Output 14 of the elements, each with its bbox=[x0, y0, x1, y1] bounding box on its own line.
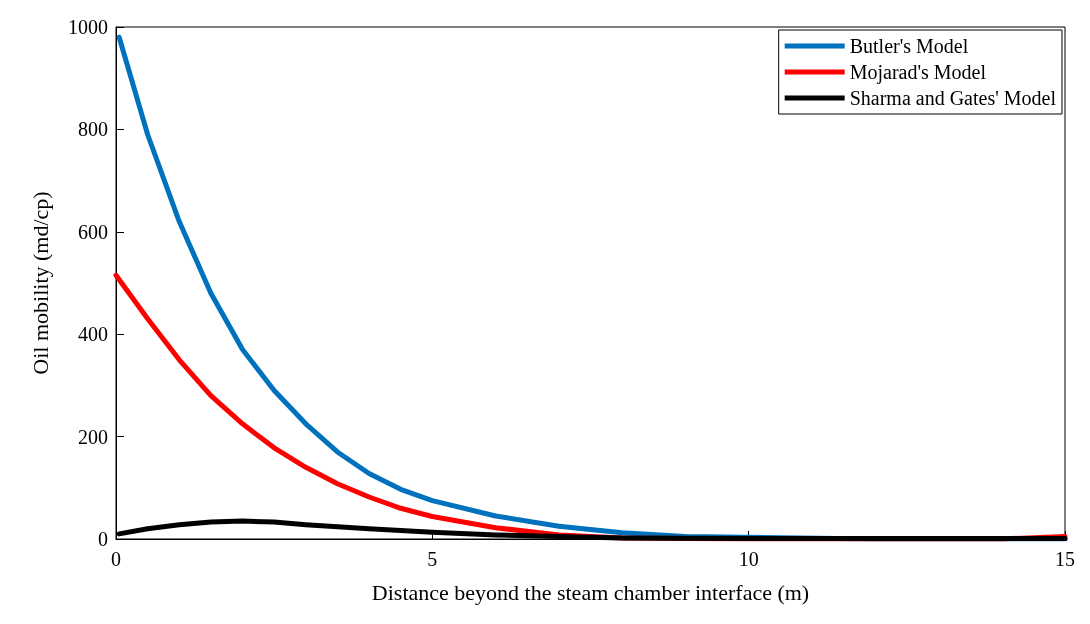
x-axis-title: Distance beyond the steam chamber interface (m) bbox=[371, 579, 810, 605]
x-tick-label: 10 bbox=[738, 548, 759, 570]
x-tick-label: 5 bbox=[427, 548, 438, 570]
y-tick-label: 600 bbox=[78, 220, 108, 243]
x-tick-label: 15 bbox=[1055, 548, 1075, 570]
y-tick-label: 200 bbox=[78, 425, 108, 448]
legend-label: Mojarad's Model bbox=[849, 61, 987, 84]
y-tick-label: 1000 bbox=[68, 16, 108, 38]
y-tick-label: 400 bbox=[78, 323, 108, 346]
y-tick-label: 0 bbox=[98, 528, 108, 550]
y-axis-title: Oil mobility (md/cp) bbox=[27, 191, 53, 375]
legend-label: Butler's Model bbox=[849, 35, 969, 57]
legend-label: Sharma and Gates' Model bbox=[849, 87, 1057, 109]
y-tick-label: 800 bbox=[78, 118, 108, 141]
